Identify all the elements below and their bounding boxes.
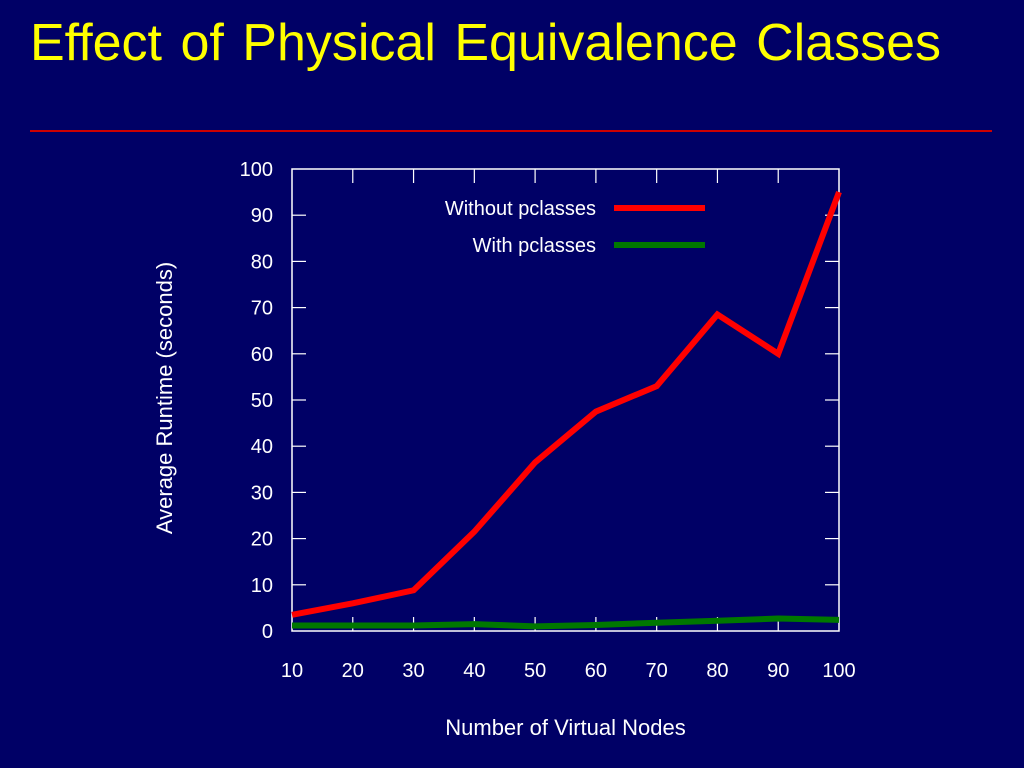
- legend: Without pclasses With pclasses: [445, 198, 705, 257]
- slide-title: Effect of Physical Equivalence Classes: [30, 14, 942, 72]
- y-tick-label: 60: [251, 344, 273, 366]
- x-tick-label: 30: [402, 660, 424, 682]
- x-tick-label: 20: [342, 660, 364, 682]
- plot-frame: [291, 168, 840, 632]
- tick-labels: 0 10 20 30 40 50 60 70 80 90 100 10 20 30 40 50 60 70 80 90…: [240, 159, 856, 682]
- y-tick-label: 30: [251, 482, 273, 504]
- y-tick-label: 80: [251, 251, 273, 273]
- series-line-without-pclasses: [291, 191, 842, 618]
- legend-label: Without pclasses: [445, 198, 596, 220]
- y-axis-label: Average Runtime (seconds): [152, 262, 177, 534]
- x-tick-label: 100: [822, 660, 855, 682]
- y-tick-label: 50: [251, 390, 273, 412]
- legend-label: With pclasses: [473, 235, 596, 257]
- series-lines: [291, 191, 842, 630]
- y-tick-label: 100: [240, 159, 273, 181]
- y-tick-label: 70: [251, 298, 273, 320]
- title-rule: [30, 130, 992, 132]
- y-tick-label: 90: [251, 205, 273, 227]
- x-tick-label: 40: [463, 660, 485, 682]
- x-tick-label: 80: [706, 660, 728, 682]
- y-tick-label: 20: [251, 529, 273, 551]
- x-tick-label: 60: [585, 660, 607, 682]
- tick-marks: [292, 169, 839, 631]
- x-axis-label: Number of Virtual Nodes: [445, 715, 686, 740]
- y-tick-label: 10: [251, 575, 273, 597]
- x-tick-label: 50: [524, 660, 546, 682]
- x-tick-label: 90: [767, 660, 789, 682]
- y-tick-label: 0: [262, 621, 273, 643]
- series-line-with-pclasses: [292, 615, 840, 630]
- x-tick-label: 10: [281, 660, 303, 682]
- x-tick-label: 70: [646, 660, 668, 682]
- y-tick-label: 40: [251, 436, 273, 458]
